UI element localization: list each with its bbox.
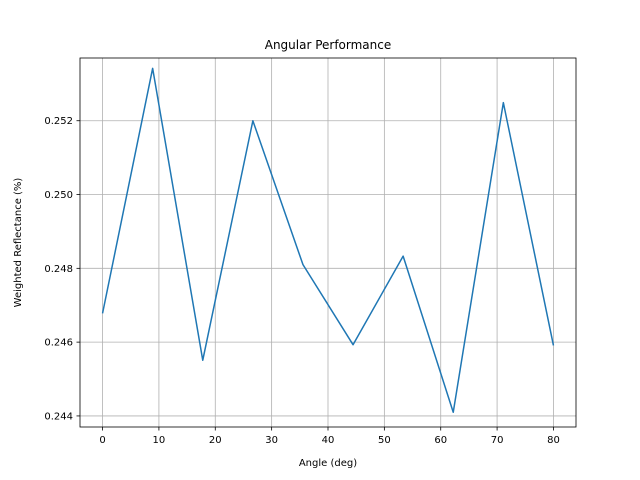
y-tick-label: 0.246 [44, 338, 73, 349]
y-axis-label: Weighted Reflectance (%) [13, 178, 24, 308]
x-tick-label: 0 [99, 435, 105, 446]
x-tick-label: 80 [547, 435, 560, 446]
y-tick-label: 0.252 [44, 116, 73, 127]
x-tick-label: 50 [378, 435, 391, 446]
series-layer [101, 67, 555, 413]
x-tick-label: 20 [209, 435, 222, 446]
grid [80, 58, 576, 427]
y-tick-label: 0.244 [44, 411, 73, 422]
x-tick-label: 60 [434, 435, 447, 446]
x-tick-label: 30 [265, 435, 278, 446]
x-tick-label: 40 [322, 435, 335, 446]
y-tick-label: 0.250 [44, 190, 73, 201]
x-axis-ticks: 0 10 20 30 40 50 60 70 80 [99, 427, 560, 446]
x-tick-label: 10 [153, 435, 166, 446]
series-line-0 [101, 67, 555, 413]
chart-title: Angular Performance [265, 38, 392, 52]
x-tick-label: 70 [491, 435, 504, 446]
y-axis-ticks: 0.244 0.246 0.248 0.250 0.252 [44, 116, 80, 422]
y-tick-label: 0.248 [44, 264, 73, 275]
x-axis-label: Angle (deg) [299, 458, 357, 469]
